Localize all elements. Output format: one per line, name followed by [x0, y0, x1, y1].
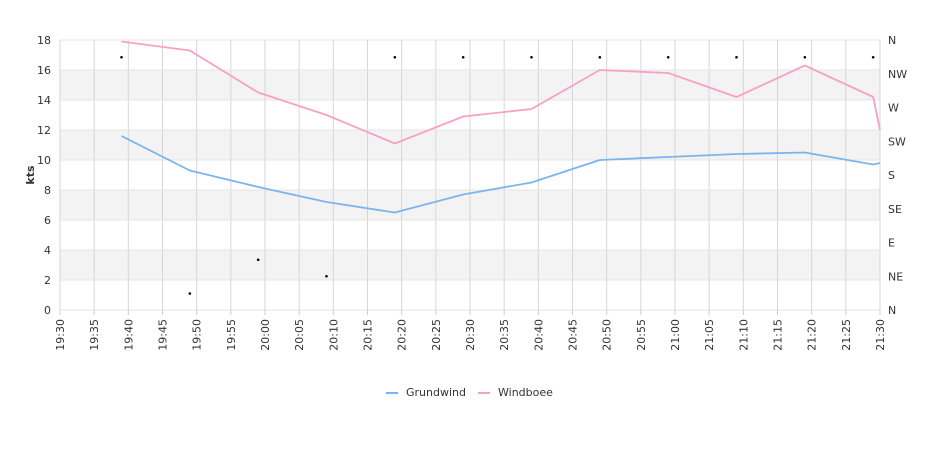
x-tick-label: 20:15 — [362, 319, 375, 351]
x-tick-label: 21:25 — [840, 319, 853, 351]
y-tick-label: 14 — [37, 94, 51, 107]
x-tick-label: 19:30 — [54, 319, 67, 351]
series-line-grundwind — [121, 135, 881, 214]
direction-marker — [188, 292, 192, 295]
x-tick-label: 21:30 — [874, 319, 887, 351]
right-tick-label: SE — [888, 203, 902, 216]
direction-marker — [461, 55, 465, 59]
x-axis-ticks: 19:30 19:35 19:40 19:45 19:50 19:55 20:00 20:05… — [54, 310, 887, 351]
right-tick-label: NW — [888, 68, 907, 81]
x-tick-label: 19:35 — [88, 319, 101, 351]
direction-marker — [530, 55, 533, 59]
x-tick-label: 20:30 — [464, 319, 477, 351]
x-tick-label: 20:45 — [567, 319, 580, 351]
y-tick-label: 10 — [37, 154, 51, 167]
y-tick-label: 0 — [44, 304, 51, 317]
x-tick-label: 21:20 — [806, 319, 819, 351]
direction-marker — [803, 55, 807, 59]
right-axis-ticks: N NE E SE S SW W NW N — [888, 34, 907, 317]
x-tick-label: 20:35 — [498, 319, 511, 351]
direction-marker — [325, 274, 328, 278]
x-tick-label: 20:10 — [327, 319, 340, 351]
right-tick-label: W — [888, 102, 899, 115]
x-tick-label: 19:40 — [122, 319, 135, 351]
y-tick-label: 12 — [37, 124, 51, 137]
x-tick-label: 20:05 — [293, 319, 306, 351]
series-line-windboee — [121, 40, 881, 145]
x-tick-label: 21:05 — [703, 319, 716, 351]
legend: Grundwind Windboee — [386, 386, 553, 399]
x-tick-label: 20:25 — [430, 319, 443, 351]
direction-marker — [120, 55, 123, 59]
direction-marker — [871, 55, 875, 59]
direction-markers — [120, 55, 875, 295]
x-tick-label: 19:55 — [225, 319, 238, 351]
right-tick-label: SW — [888, 135, 906, 148]
y-tick-label: 16 — [37, 64, 51, 77]
direction-marker — [735, 55, 738, 59]
x-tick-label: 21:10 — [737, 319, 750, 351]
legend-label: Windboee — [498, 386, 553, 399]
x-tick-label: 20:20 — [396, 319, 409, 351]
right-tick-label: N — [888, 304, 896, 317]
x-tick-label: 20:50 — [601, 319, 614, 351]
y-tick-label: 8 — [44, 184, 51, 197]
series-lines — [121, 40, 881, 214]
y-tick-label: 18 — [37, 34, 51, 47]
legend-item-windboee: Windboee — [478, 386, 553, 399]
direction-marker — [598, 55, 602, 59]
direction-marker — [393, 55, 397, 59]
right-tick-label: E — [888, 237, 895, 250]
x-tick-label: 21:00 — [669, 319, 682, 351]
right-tick-label: N — [888, 34, 896, 47]
right-tick-label: NE — [888, 270, 903, 283]
right-tick-label: S — [888, 169, 895, 182]
direction-marker — [256, 258, 260, 262]
y-tick-label: 6 — [44, 214, 51, 227]
x-tick-label: 20:55 — [635, 319, 648, 351]
legend-label: Grundwind — [406, 386, 466, 399]
x-tick-label: 21:15 — [772, 319, 785, 351]
x-tick-label: 20:00 — [259, 319, 272, 351]
y-axis-label: kts — [24, 165, 37, 185]
x-tick-label: 20:40 — [532, 319, 545, 351]
y-tick-label: 4 — [44, 244, 51, 257]
y-axis-ticks: 0 2 4 6 8 10 12 14 16 18 — [37, 34, 51, 317]
y-tick-label: 2 — [44, 274, 51, 287]
x-tick-label: 19:45 — [157, 319, 170, 351]
vertical-gridlines — [59, 40, 881, 310]
direction-marker — [666, 55, 670, 59]
x-tick-label: 19:50 — [191, 319, 204, 351]
legend-item-grundwind: Grundwind — [386, 386, 466, 399]
